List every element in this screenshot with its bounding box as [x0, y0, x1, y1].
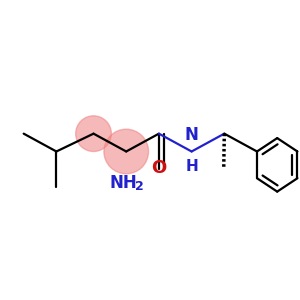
Circle shape	[76, 116, 111, 152]
Text: H: H	[185, 159, 198, 174]
Text: NH: NH	[110, 174, 137, 192]
Text: O: O	[151, 159, 166, 177]
Circle shape	[104, 129, 148, 174]
Text: 2: 2	[135, 180, 144, 193]
Text: N: N	[185, 126, 199, 144]
